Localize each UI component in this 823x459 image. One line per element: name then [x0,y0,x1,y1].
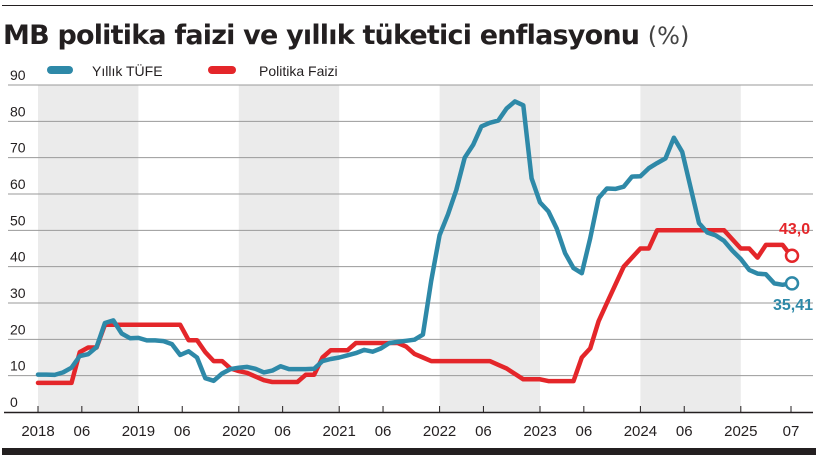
x-tick-label: 06 [475,423,492,440]
year-band [640,85,741,412]
x-tick-label: 06 [174,423,191,440]
year-band [38,85,139,412]
x-tick-label: 2023 [523,423,556,440]
cpi-end-label: 35,41 [773,297,813,314]
x-tick-label: 2022 [423,423,456,440]
policy-end-marker [784,248,800,264]
x-tick-label: 06 [375,423,392,440]
x-tick-label: 2024 [624,423,657,440]
y-tick-label: 60 [10,176,26,192]
series-lines [35,99,794,386]
y-tick-label: 80 [10,103,26,119]
y-tick-label: 40 [10,249,26,265]
title-text: MB politika faizi ve yıllık tüketici enf… [3,20,640,51]
year-band [439,85,540,412]
y-tick-label: 30 [10,285,26,301]
y-tick-label: 10 [10,358,26,374]
x-tick-label: 06 [274,423,291,440]
cpi-line [35,99,794,384]
year-bands [38,85,741,412]
x-tick-label: 06 [73,423,90,440]
x-tick-label: 2021 [323,423,356,440]
x-tick-label: 06 [575,423,592,440]
x-tick-label: 2018 [21,423,54,440]
cpi-end-marker [784,276,800,291]
top-rule [2,5,813,6]
y-tick-label: 70 [10,140,26,156]
end-markers: 43,0 35,41 [773,221,813,314]
policy-line [35,228,794,386]
legend-swatch-cpi [47,66,73,74]
y-axis-labels: 0 10 20 30 40 50 60 70 80 90 [10,67,26,410]
x-tick-label: 2020 [222,423,255,440]
y-tick-label: 20 [10,321,26,337]
y-tick-label: 90 [10,67,26,83]
x-axis: 2018 06 2019 06 2020 06 2021 06 2022 06 2023 06 2024… [4,406,813,440]
x-tick-label: 2025 [724,423,757,440]
x-tick-label: 2019 [122,423,155,440]
x-tick-label: 06 [676,423,693,440]
title-unit: (%) [647,22,690,50]
legend-swatch-policy [208,66,236,74]
legend-label-policy: Politika Faizi [259,63,338,79]
x-tick-label: 07 [783,423,800,440]
y-tick-label: 0 [10,394,18,410]
legend-label-cpi: Yıllık TÜFE [92,62,163,79]
bottom-bar [2,448,816,455]
chart-title: MB politika faizi ve yıllık tüketici enf… [3,20,689,51]
y-tick-label: 50 [10,212,26,228]
policy-end-label: 43,0 [779,221,810,238]
legend: Yıllık TÜFE Politika Faizi [47,62,338,79]
